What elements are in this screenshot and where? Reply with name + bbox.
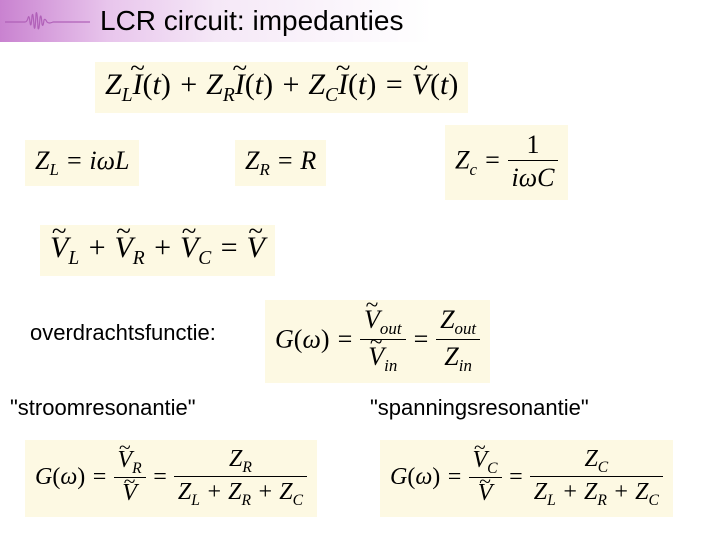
wave-icon — [5, 12, 90, 32]
label-spanning: "spanningsresonantie" — [370, 395, 589, 421]
eq-voltages: VL + VR + VC = V — [40, 225, 275, 276]
eq-zl: ZL = iωL — [25, 140, 139, 186]
label-overdracht: overdrachtsfunctie: — [30, 320, 216, 346]
eq-stroom: G(ω) = VRV = ZRZL + ZR + ZC — [25, 440, 317, 517]
eq-spanning: G(ω) = VCV = ZCZL + ZR + ZC — [380, 440, 673, 517]
eq-transfer: G(ω) = VoutVin = ZoutZin — [265, 300, 490, 383]
eq-main: ZLI(t) + ZRI(t) + ZCI(t) = V(t) — [95, 62, 468, 113]
label-stroom: "stroomresonantie" — [10, 395, 196, 421]
eq-zc: Zc = 1iωC — [445, 125, 568, 200]
slide-header: LCR circuit: impedanties — [0, 0, 720, 42]
eq-zr: ZR = R — [235, 140, 326, 186]
slide-title: LCR circuit: impedanties — [100, 5, 403, 37]
